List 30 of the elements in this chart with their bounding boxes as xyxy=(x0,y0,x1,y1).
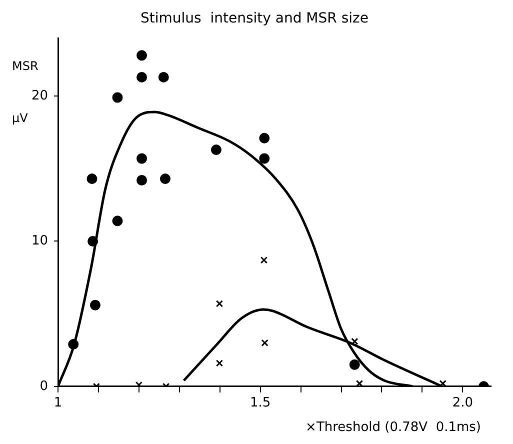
point xyxy=(136,175,148,186)
point xyxy=(356,380,364,386)
y-tick-label: 0 xyxy=(40,378,48,394)
x-tick-label: 1 xyxy=(54,396,62,411)
point xyxy=(260,256,268,264)
point xyxy=(68,339,79,350)
point xyxy=(112,92,123,103)
chart-title: Stimulus intensity and MSR size xyxy=(140,10,368,27)
point xyxy=(158,72,169,82)
point xyxy=(216,300,224,308)
y-tick-label: 20 xyxy=(31,88,48,104)
point xyxy=(349,359,360,370)
point xyxy=(259,153,270,164)
x-tick-label: 2.0 xyxy=(452,396,474,411)
x-axis-title: ×Threshold (0.78V 0.1ms) xyxy=(306,420,481,435)
point xyxy=(136,153,148,164)
point xyxy=(90,300,100,310)
point xyxy=(136,50,148,61)
point xyxy=(86,174,98,184)
point xyxy=(216,360,224,367)
point xyxy=(112,216,123,226)
point xyxy=(210,144,222,156)
point xyxy=(88,236,98,246)
point xyxy=(160,174,170,184)
point xyxy=(259,132,270,144)
point xyxy=(351,338,358,345)
point xyxy=(136,72,148,82)
x-tick-label: 1.5 xyxy=(250,396,271,411)
point xyxy=(261,339,268,346)
y-tick-label: 10 xyxy=(31,234,48,249)
